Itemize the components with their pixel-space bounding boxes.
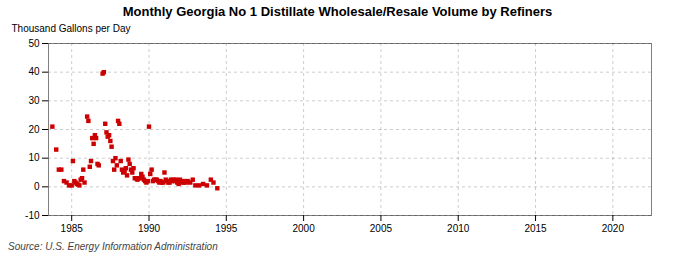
svg-text:50: 50 xyxy=(28,38,40,49)
html-text:Monthly Georgia No 1 Distillat: Monthly Georgia No 1 Distillate Wholesal… xyxy=(122,4,553,19)
svg-text:2005: 2005 xyxy=(370,223,393,234)
svg-text:2000: 2000 xyxy=(292,223,315,234)
svg-text:30: 30 xyxy=(28,95,40,106)
svg-text:1995: 1995 xyxy=(215,223,238,234)
svg-text:2020: 2020 xyxy=(602,223,625,234)
html-text:Source: U.S. Energy Informatio: Source: U.S. Energy Information Administ… xyxy=(8,241,218,252)
svg-text:10: 10 xyxy=(28,152,40,163)
svg-text:40: 40 xyxy=(28,66,40,77)
svg-text:2015: 2015 xyxy=(524,223,547,234)
svg-text:1990: 1990 xyxy=(138,223,161,234)
svg-text:0: 0 xyxy=(34,181,40,192)
svg-text:20: 20 xyxy=(28,124,40,135)
svg-text:2010: 2010 xyxy=(447,223,470,234)
svg-text:-10: -10 xyxy=(25,210,40,221)
svg-text:Thousand Gallons per Day: Thousand Gallons per Day xyxy=(12,23,131,34)
svg-text:1985: 1985 xyxy=(61,223,84,234)
